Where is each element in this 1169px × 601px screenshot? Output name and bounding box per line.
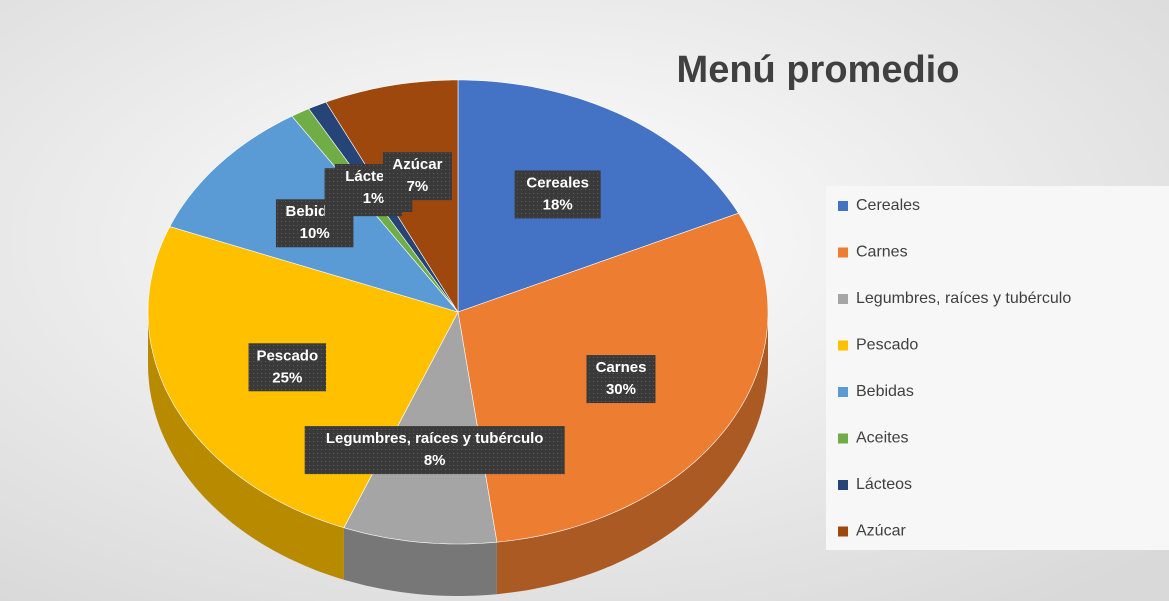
legend-swatch — [838, 480, 848, 490]
data-label-value: 1% — [363, 190, 385, 207]
data-label: Carnes 30% — [586, 355, 656, 404]
slice-side — [496, 312, 768, 595]
data-label-box — [304, 426, 565, 475]
data-label-box — [586, 355, 656, 404]
data-label-name: Azúcar — [392, 156, 442, 173]
data-label: Cereales 18% — [514, 170, 601, 219]
legend-label: Azúcar — [856, 523, 906, 540]
legend-box — [826, 186, 1169, 550]
data-label-value: 30% — [606, 381, 636, 398]
legend-swatch — [838, 201, 848, 211]
legend-swatch — [838, 294, 848, 304]
legend-swatch — [838, 387, 848, 397]
legend-label: Bebidas — [856, 383, 914, 400]
legend-swatch — [838, 526, 848, 537]
legend-label: Aceites — [856, 430, 908, 447]
legend-label: Cereales — [856, 197, 920, 214]
slice-side — [148, 312, 344, 580]
legend-label: Pescado — [856, 337, 918, 354]
data-label-name: Cereales — [526, 174, 589, 191]
legend-label: Lácteos — [856, 476, 912, 493]
data-label-value: 8% — [424, 452, 446, 469]
data-label-name: Legumbres, raíces y tubérculo — [326, 430, 544, 447]
data-label: Pescado 25% — [248, 343, 327, 392]
legend-label: Carnes — [856, 244, 908, 261]
data-label-name: Pescado — [256, 347, 318, 364]
data-label-value: 10% — [300, 225, 330, 242]
data-label-value: 7% — [407, 178, 429, 195]
data-label-box — [382, 152, 452, 201]
data-label-value: 18% — [543, 196, 573, 213]
legend-swatch — [838, 247, 848, 258]
data-label-box — [514, 170, 601, 219]
data-label: Legumbres, raíces y tubérculo 8% — [304, 426, 565, 475]
legend-label: Legumbres, raíces y tubérculo — [856, 290, 1071, 307]
chart-title: Menú promedio — [677, 49, 960, 91]
legend-swatch — [838, 433, 848, 444]
legend-swatch — [838, 340, 848, 351]
data-label-box — [248, 343, 327, 392]
data-label: Azúcar 7% — [382, 152, 452, 201]
slice-side — [343, 527, 497, 596]
data-label-value: 25% — [272, 369, 302, 386]
data-label-name: Carnes — [596, 359, 647, 376]
